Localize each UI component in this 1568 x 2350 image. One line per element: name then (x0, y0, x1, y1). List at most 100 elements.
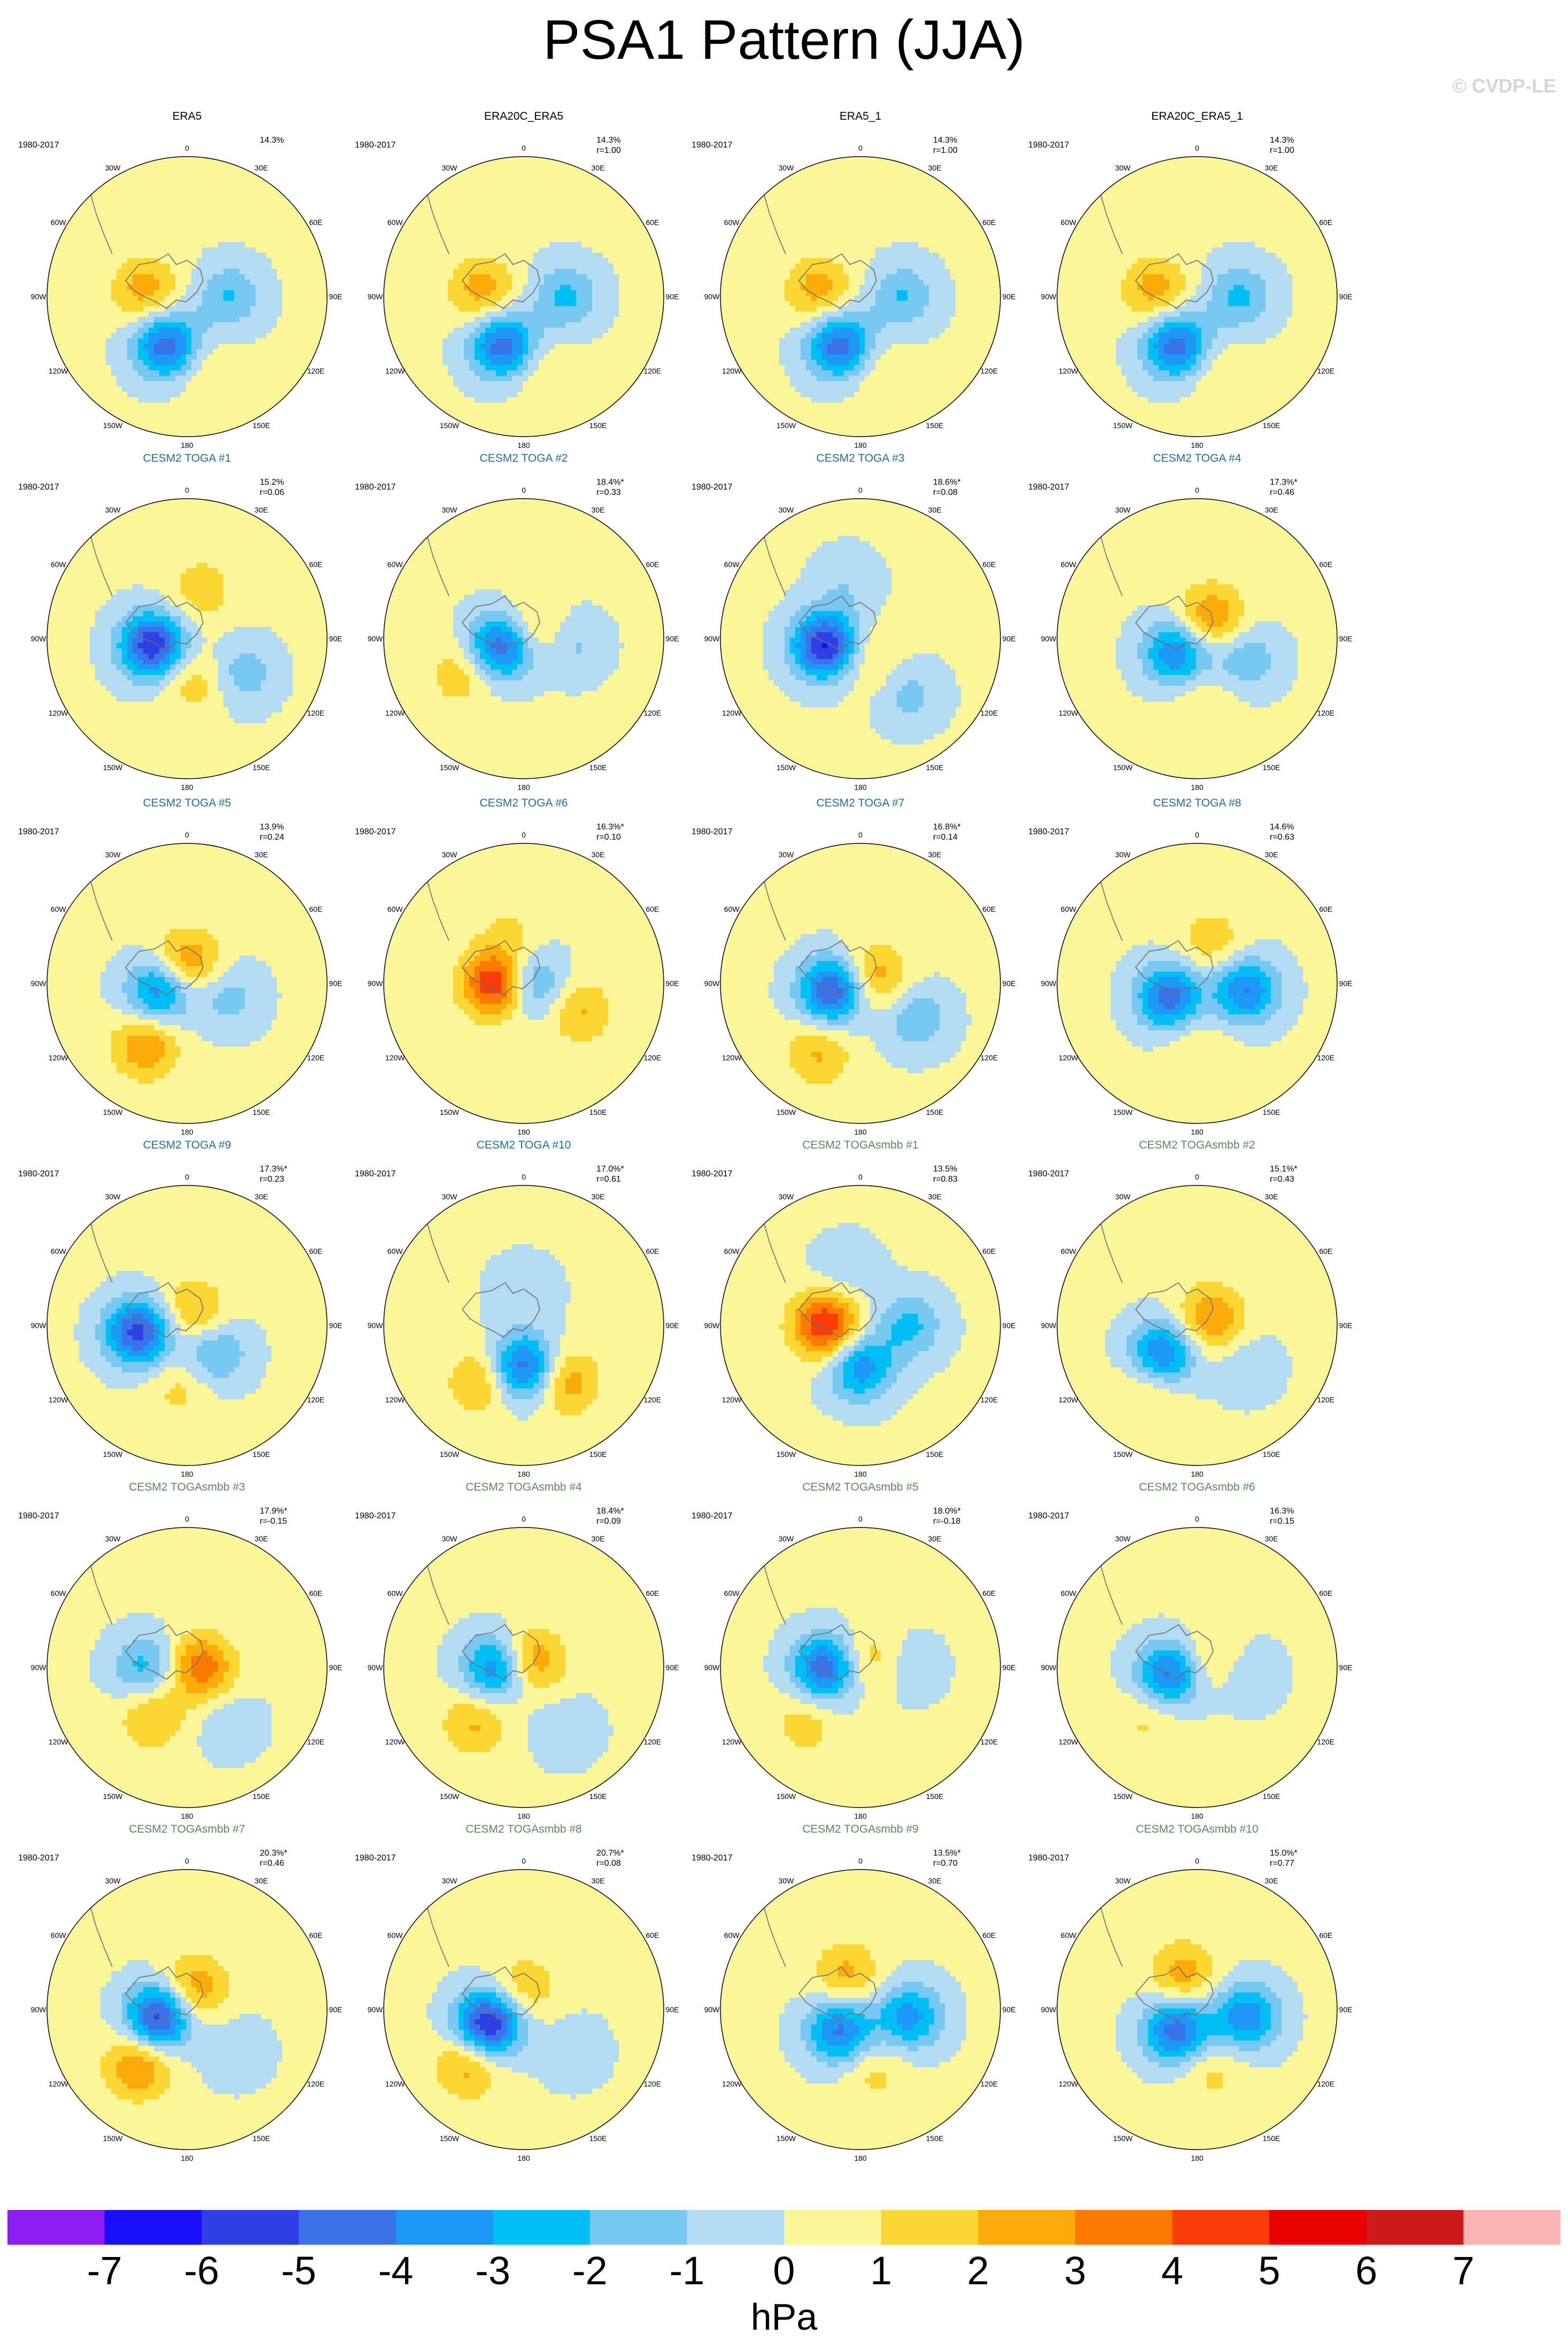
longitude-label: 180 (181, 441, 193, 449)
contour-fill (384, 1870, 664, 2150)
longitude-label: 150E (926, 1450, 944, 1459)
longitude-label: 60E (646, 218, 659, 227)
longitude-label: 90W (1041, 1663, 1057, 1672)
longitude-label: 0 (522, 486, 526, 494)
longitude-label: 0 (1195, 1173, 1199, 1181)
map-boundary (720, 1185, 1001, 1466)
longitude-label: 90E (1003, 292, 1016, 301)
colorbar-swatch (201, 2210, 299, 2245)
longitude-label: 180 (517, 1470, 530, 1478)
colorbar-tick-label: 1 (870, 2247, 892, 2295)
longitude-label: 30E (255, 1192, 268, 1201)
longitude-label: 90W (368, 292, 384, 301)
panel-variance-explained: 15.2% r=0.06 (260, 477, 284, 498)
panel-title: ERA5 (11, 110, 363, 123)
panel-period: 1980-2017 (1028, 483, 1069, 492)
longitude-label: 180 (517, 1812, 530, 1820)
polar-map: 0 30E 60E 90E 120E 150E 180 150W 120W 90W 60W 30W (31, 831, 343, 1136)
contour-fill (720, 843, 1000, 1123)
map-panel: CESM2 TOGA #5 1980-2017 13.9% r=0.24 0 30E 60… (11, 796, 363, 1138)
colorbar-swatch (687, 2210, 785, 2245)
map-boundary (46, 1869, 328, 2150)
longitude-label: 150E (253, 1108, 270, 1116)
longitude-label: 120W (1059, 709, 1078, 717)
longitude-label: 60W (387, 1247, 403, 1255)
polar-map: 0 30E 60E 90E 120E 150E 180 150W 120W 90W 60W 30W (368, 1173, 679, 1478)
longitude-label: 120E (643, 1738, 661, 1746)
map-boundary (720, 1869, 1001, 2150)
longitude-label: 150E (1263, 763, 1280, 772)
longitude-label: 90E (666, 634, 679, 643)
panel-title: ERA5_1 (684, 110, 1037, 123)
map-boundary (383, 498, 664, 779)
map-boundary (383, 1527, 664, 1808)
longitude-label: 150E (926, 763, 944, 772)
panel-period: 1980-2017 (18, 1853, 59, 1863)
longitude-label: 60E (982, 560, 996, 569)
longitude-label: 120W (385, 1738, 405, 1746)
map-boundary (1057, 843, 1338, 1124)
map-boundary (383, 156, 664, 437)
panel-variance-explained: 16.3% r=0.15 (1270, 1506, 1294, 1526)
longitude-label: 30E (255, 1876, 268, 1885)
colorbar-tick-label: 3 (1064, 2247, 1086, 2295)
longitude-label: 60W (387, 905, 403, 913)
longitude-label: 90W (1041, 979, 1057, 988)
longitude-label: 0 (522, 831, 526, 839)
panel-period: 1980-2017 (692, 1511, 733, 1521)
longitude-label: 30W (779, 1192, 795, 1201)
polar-map: 0 30E 60E 90E 120E 150E 180 150W 120W 90W 60W 30W (368, 831, 679, 1136)
panel-variance-explained: 15.1%* r=0.43 (1270, 1164, 1298, 1184)
panel-period: 1980-2017 (355, 1511, 396, 1521)
polar-map: 0 30E 60E 90E 120E 150E 180 150W 120W 90W 60W 30W (31, 1173, 343, 1478)
polar-map: 0 30E 60E 90E 120E 150E 180 150W 120W 90W 60W 30W (368, 144, 679, 449)
longitude-label: 150E (253, 763, 270, 772)
longitude-label: 120W (385, 1053, 405, 1062)
longitude-label: 30E (1265, 164, 1278, 172)
longitude-label: 0 (185, 486, 189, 494)
colorbar-tick-label: -5 (281, 2247, 316, 2295)
map-panel: CESM2 TOGA #8 1980-2017 14.6% r=0.63 0 30E 60… (1021, 796, 1373, 1138)
polar-map: 0 30E 60E 90E 120E 150E 180 150W 120W 90W 60W 30W (368, 486, 679, 792)
map-panel: CESM2 TOGAsmbb #8 1980-2017 20.7%* r=0.08 0… (347, 1822, 700, 2165)
longitude-label: 150E (926, 2134, 944, 2143)
colorbar-swatch (589, 2210, 687, 2245)
longitude-label: 30E (1265, 1534, 1278, 1543)
longitude-label: 90W (1041, 634, 1057, 643)
longitude-label: 60W (387, 218, 403, 227)
longitude-label: 120E (980, 2080, 998, 2088)
longitude-label: 150E (253, 1792, 270, 1801)
longitude-label: 60E (646, 1247, 659, 1255)
longitude-label: 120W (722, 367, 742, 375)
longitude-label: 60W (1061, 905, 1077, 913)
contour-fill (1057, 157, 1337, 437)
longitude-label: 120W (1059, 1395, 1078, 1404)
longitude-label: 150W (440, 1450, 460, 1459)
longitude-label: 120E (643, 709, 661, 717)
panel-variance-explained: 18.0%* r=-0.18 (933, 1506, 961, 1526)
longitude-label: 90E (329, 292, 343, 301)
longitude-label: 90W (704, 1663, 720, 1672)
map-boundary (46, 843, 328, 1124)
panel-period: 1980-2017 (355, 1169, 396, 1179)
longitude-label: 120E (1317, 709, 1334, 717)
longitude-label: 30W (442, 506, 458, 514)
longitude-label: 0 (185, 831, 189, 839)
longitude-label: 30W (779, 1534, 795, 1543)
longitude-label: 120W (385, 1395, 405, 1404)
longitude-label: 60E (646, 560, 659, 569)
panel-variance-explained: 14.3% (260, 135, 284, 145)
panel-variance-explained: 18.4%* r=0.33 (596, 477, 624, 498)
longitude-label: 60E (309, 905, 322, 913)
longitude-label: 150W (440, 2134, 460, 2143)
longitude-label: 90W (31, 2005, 47, 2014)
longitude-label: 90W (1041, 2005, 1057, 2014)
colorbar-swatch (104, 2210, 202, 2245)
longitude-label: 150E (589, 1450, 607, 1459)
longitude-label: 120E (980, 709, 998, 717)
longitude-label: 150W (1113, 1792, 1133, 1801)
longitude-label: 120W (722, 1053, 742, 1062)
panel-period: 1980-2017 (18, 827, 59, 837)
longitude-label: 0 (522, 1173, 526, 1181)
colorbar-swatch (881, 2210, 979, 2245)
